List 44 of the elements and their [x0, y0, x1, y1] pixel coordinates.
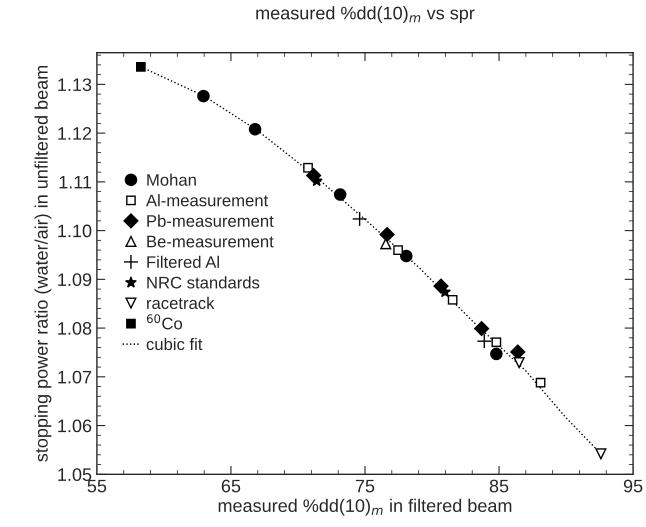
legend-label: Al-measurement [146, 194, 268, 206]
y-axis-title: stopping power ratio (water/air) in unfiltered beam [34, 66, 52, 462]
legend-label: Be-measurement [147, 236, 274, 248]
legend-label: Filtered Al [147, 256, 219, 268]
legend-label: $^{60}$Co [146, 314, 182, 330]
legend-label: NRC standards [147, 276, 260, 289]
point [595, 448, 606, 460]
point [491, 337, 502, 348]
point [380, 238, 392, 250]
legend-label: Mohan [147, 174, 196, 186]
point [536, 378, 546, 388]
point [197, 90, 210, 102]
point [476, 334, 492, 349]
x-tick-label: 65 [222, 480, 240, 492]
point [248, 122, 262, 136]
legend-label: racetrack [147, 296, 215, 310]
y-tick-label: 1.11 [60, 176, 92, 188]
point [448, 294, 458, 305]
chart-title: measured %dd(10)$_{m}$ vs spr [256, 6, 475, 24]
point [514, 357, 525, 368]
point [303, 162, 313, 173]
y-tick-label: 1.09 [58, 273, 92, 286]
y-tick-label: 1.05 [58, 468, 92, 482]
point [400, 250, 413, 262]
x-tick-label: 75 [356, 480, 374, 492]
y-tick-label: 1.07 [58, 370, 92, 384]
x-tick-label: 55 [88, 480, 106, 492]
x-tick-label: 85 [490, 480, 508, 492]
point [393, 245, 403, 255]
y-tick-label: 1.13 [58, 78, 92, 92]
y-tick-label: 1.08 [58, 322, 92, 335]
point [352, 211, 368, 227]
y-tick-label: 1.12 [58, 127, 92, 140]
point [334, 188, 346, 201]
point [490, 348, 503, 360]
y-tick-label: 1.10 [58, 224, 92, 238]
x-tick-label: 95 [624, 480, 642, 492]
point [474, 321, 490, 336]
x-axis-title: measured %dd(10)$_{m}$ in filtered beam [218, 498, 512, 516]
y-tick-label: 1.06 [58, 419, 92, 432]
legend-label: Pb-measurement [147, 214, 274, 227]
point [380, 226, 395, 242]
point [136, 62, 146, 72]
legend-label: cubic fit [146, 338, 202, 350]
